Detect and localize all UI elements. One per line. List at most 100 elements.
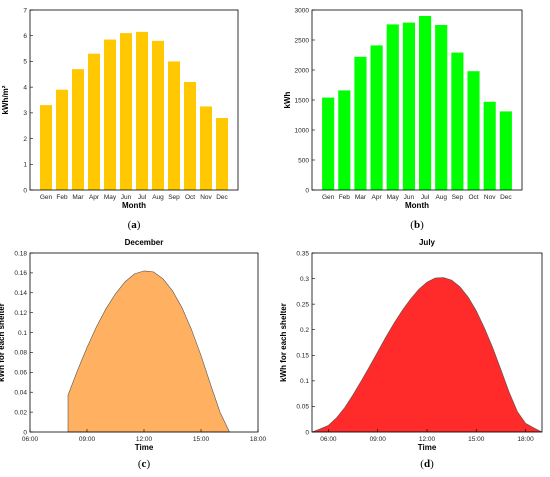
y-tick-label: 0.06 (14, 370, 27, 377)
plot-frame (29, 252, 259, 433)
bar-jun (120, 33, 132, 190)
bar-gen (322, 97, 335, 190)
y-tick-label: 1 (23, 162, 27, 169)
x-tick-label: Jun (121, 194, 132, 201)
chart-panel-a: Gen Feb Mar Apr May Jun Jul Aug Sep Oct Nov Dec 0 1 2 3… (1, 7, 239, 231)
x-tick-label: Aug (152, 194, 164, 201)
chart-panel-d: 06:00 09:00 12:00 15:00 18:00 July 0 0.05 0.1 0.1… (279, 238, 543, 470)
chart-title: July (419, 238, 436, 247)
x-tick-label: 06:00 (320, 436, 337, 443)
x-axis-label: Time (135, 443, 154, 452)
bar-may (386, 24, 399, 191)
panel-caption-letter: c (142, 458, 147, 470)
x-tick-label: Mar (72, 194, 84, 201)
panel-caption: (c) (138, 458, 151, 470)
plot-frame (311, 252, 543, 433)
y-tick-label: 0.14 (14, 290, 27, 297)
x-tick-label: Nov (200, 194, 212, 201)
bar-sep (451, 52, 464, 190)
bar-sep (168, 61, 180, 191)
x-tick-label: May (104, 194, 117, 201)
panel-caption-letter: b (414, 219, 420, 231)
y-tick-label: 0.25 (296, 301, 309, 308)
bar-jul (419, 16, 432, 190)
panel-caption-letter: d (424, 458, 430, 470)
x-tick-label: Nov (484, 194, 496, 201)
y-tick-label: 4 (23, 84, 27, 91)
x-axis-label: Time (418, 443, 437, 452)
x-tick-label: Apr (89, 194, 100, 201)
y-tick-label: 0.2 (300, 327, 309, 334)
y-tick-label: 2500 (295, 37, 310, 44)
bar-aug (152, 40, 164, 190)
x-tick-label: Dec (500, 194, 512, 201)
y-tick-label: 0.1 (300, 378, 309, 385)
bar-dec (499, 111, 512, 190)
chart-title: December (125, 238, 164, 247)
area-series (67, 270, 230, 433)
x-tick-label: Gen (322, 194, 335, 201)
bar-oct (467, 71, 480, 190)
x-tick-label: 09:00 (370, 436, 387, 443)
x-tick-label: Jul (421, 194, 430, 201)
y-tick-label: 0.16 (14, 270, 27, 277)
y-axis-label: kWh (283, 91, 292, 108)
bar-may (104, 39, 116, 190)
area-series (311, 277, 543, 433)
panel-caption: (d) (420, 458, 434, 470)
x-tick-label: 06:00 (22, 436, 39, 443)
y-tick-label: 7 (23, 7, 27, 14)
panel-caption: (b) (410, 219, 424, 231)
bar-nov (200, 106, 212, 190)
x-tick-label: Feb (339, 194, 351, 201)
y-tick-label: 0.35 (296, 250, 309, 257)
x-tick-label: Mar (355, 194, 367, 201)
bar-jun (402, 22, 415, 190)
x-tick-label: Oct (468, 194, 478, 201)
y-tick-label: 0 (305, 187, 309, 194)
y-tick-label: 3000 (295, 7, 310, 14)
bar-feb (338, 90, 351, 190)
bar-apr (370, 45, 383, 191)
x-axis-label: Month (122, 201, 146, 210)
x-tick-label: 15:00 (193, 436, 210, 443)
x-tick-label: 15:00 (468, 436, 485, 443)
y-tick-label: 2 (23, 136, 27, 143)
y-tick-label: 0.12 (14, 310, 27, 317)
bar-dec (216, 118, 228, 190)
y-tick-label: 0.08 (14, 350, 27, 357)
y-tick-label: 2000 (295, 67, 310, 74)
bar-apr (88, 53, 100, 191)
bar-jul (136, 31, 148, 190)
x-tick-label: 18:00 (250, 436, 267, 443)
y-tick-label: 0 (23, 429, 27, 436)
x-tick-label: 12:00 (136, 436, 153, 443)
x-tick-label: Feb (56, 194, 68, 201)
y-axis-label: kWh/m² (1, 85, 10, 114)
y-tick-label: 0.15 (296, 353, 309, 360)
x-tick-label: Oct (185, 194, 195, 201)
x-tick-label: May (387, 194, 400, 201)
y-tick-label: 0.1 (18, 330, 27, 337)
panel-caption: (a) (128, 219, 141, 231)
x-tick-label: Sep (168, 194, 180, 201)
x-tick-label: 12:00 (419, 436, 436, 443)
bar-oct (184, 82, 196, 190)
bar-gen (40, 105, 52, 190)
y-tick-label: 1000 (295, 127, 310, 134)
panel-caption-letter: a (131, 219, 137, 231)
y-axis-label: kWh for each shelter (279, 303, 288, 382)
y-tick-label: 6 (23, 33, 27, 40)
y-tick-label: 500 (298, 157, 309, 164)
bar-mar (72, 69, 84, 190)
y-tick-label: 5 (23, 59, 27, 66)
y-tick-label: 1500 (295, 97, 310, 104)
x-tick-label: Apr (372, 194, 383, 201)
x-tick-label: Jun (404, 194, 415, 201)
bar-mar (354, 56, 367, 190)
x-tick-label: Gen (40, 194, 53, 201)
chart-panel-b: Gen Feb Mar Apr May Jun Jul Aug Sep Oct Nov Dec 0 500… (283, 7, 523, 231)
x-tick-label: Dec (216, 194, 228, 201)
y-tick-label: 0.18 (14, 250, 27, 257)
